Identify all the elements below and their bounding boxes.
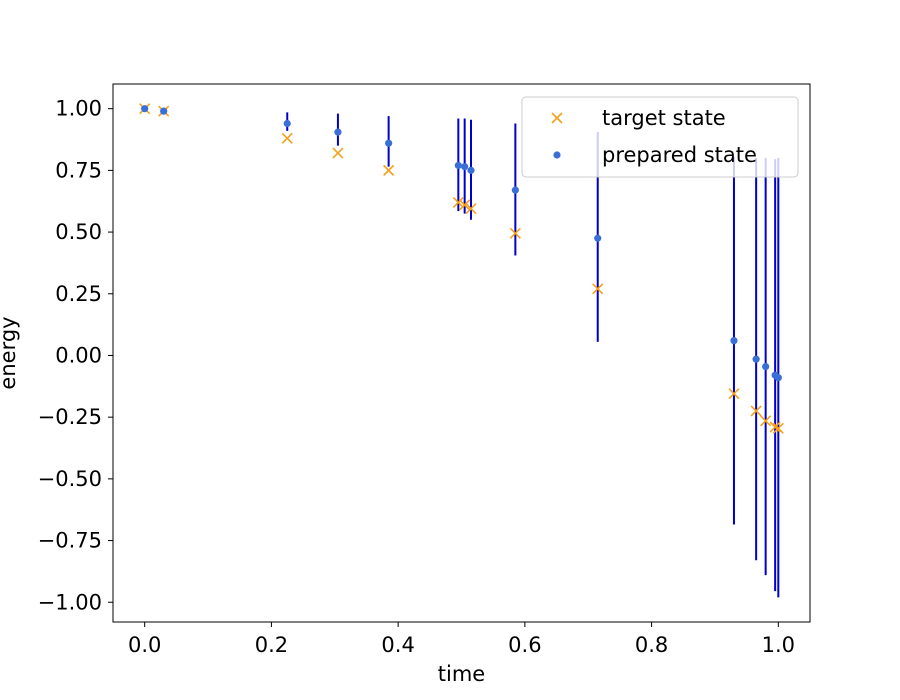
target-state-point: [750, 405, 762, 417]
prepared-state-point: [752, 355, 760, 363]
prepared-state-point: [467, 166, 475, 174]
target-state-point: [459, 199, 471, 211]
legend-label-target-state: target state: [602, 106, 726, 130]
errorbars: [286, 112, 780, 598]
x-tick-label: 1.0: [762, 633, 795, 657]
prepared-state-point: [141, 105, 149, 113]
y-tick-label: 0.00: [55, 343, 102, 367]
y-axis-title: energy: [0, 316, 20, 389]
target-state-point: [452, 196, 464, 209]
y-tick-label: −0.25: [38, 405, 102, 429]
plot-frame: [112, 83, 811, 623]
target-state-point: [281, 132, 293, 144]
legend-marker-prepared-state: [553, 151, 561, 159]
prepared-state-series: [141, 105, 782, 382]
target-state-point: [592, 283, 604, 295]
target-state-point: [728, 388, 740, 400]
x-axis-title: time: [438, 662, 485, 686]
target-state-point: [332, 147, 344, 159]
prepared-state-point: [511, 186, 519, 194]
x-tick-label: 0.8: [635, 633, 668, 657]
y-tick-label: −0.50: [38, 467, 102, 491]
prepared-state-point: [160, 107, 168, 115]
prepared-state-point: [774, 374, 782, 382]
target-state-point: [760, 415, 772, 427]
y-tick-label: 1.00: [55, 97, 102, 121]
prepared-state-point: [461, 163, 469, 171]
target-state-point: [465, 203, 477, 215]
y-tick-label: −1.00: [38, 590, 102, 614]
prepared-state-point: [730, 337, 738, 345]
target-state-point: [772, 422, 784, 434]
legend-marker-target-state: [551, 112, 563, 124]
legend-label-prepared-state: prepared state: [602, 143, 757, 167]
y-tick-label: 0.50: [55, 220, 102, 244]
prepared-state-point: [594, 234, 602, 242]
prepared-state-point: [762, 362, 770, 371]
y-tick-label: 0.25: [55, 282, 102, 306]
legend: target state prepared state: [521, 96, 799, 178]
y-tick-label: 0.75: [55, 158, 102, 182]
prepared-state-point: [334, 128, 342, 136]
prepared-state-point: [385, 139, 393, 147]
y-tick-label: −0.75: [38, 529, 102, 553]
legend-box: [521, 96, 799, 178]
x-tick-label: 0.2: [255, 633, 288, 657]
x-tick-label: 0.4: [381, 633, 414, 657]
target-state-point: [509, 227, 521, 239]
target-state-point: [769, 421, 781, 433]
x-tick-label: 0.6: [508, 633, 541, 657]
prepared-state-point: [454, 161, 462, 170]
target-state-point: [383, 164, 395, 176]
prepared-state-point: [283, 119, 291, 128]
x-tick-label: 0.0: [128, 633, 161, 657]
axes: 0.0 0.2 0.4 0.6 0.8 1.0 1.00 0.75 0.50 0.25 0.00 −0…: [38, 83, 811, 657]
